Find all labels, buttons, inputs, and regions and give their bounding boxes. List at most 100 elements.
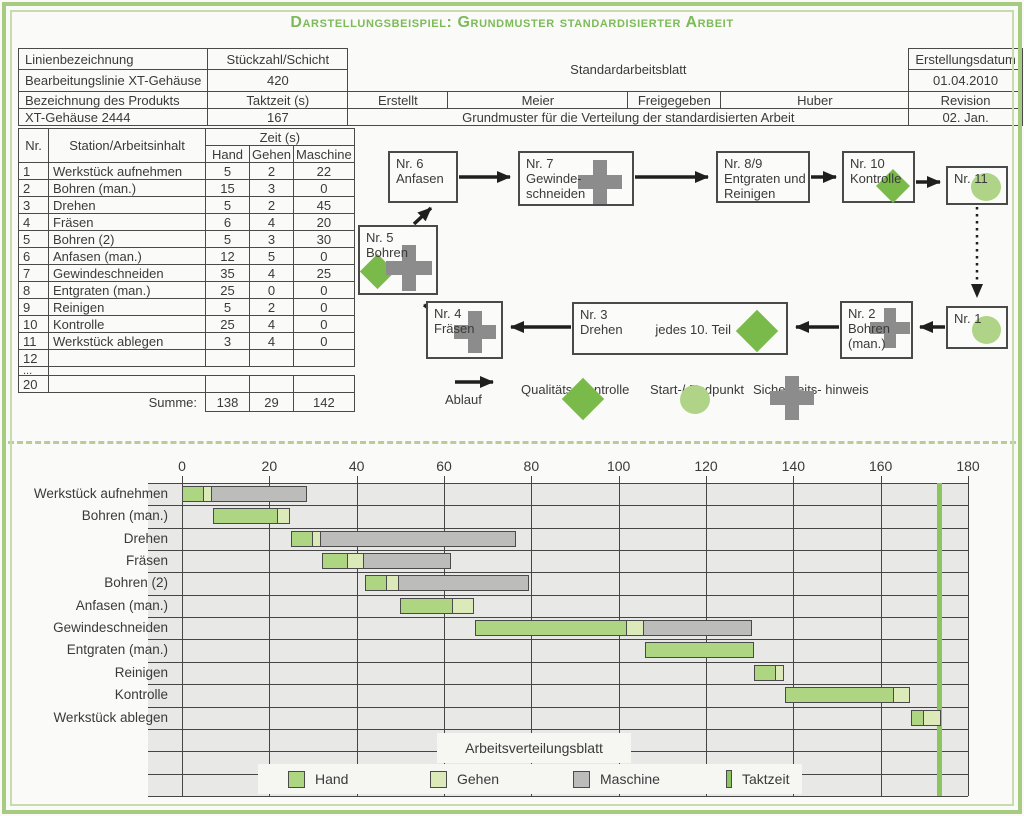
standardarbeitsblatt-title: Standardarbeitsblatt: [347, 48, 910, 92]
axis-tick-label: 160: [868, 458, 893, 474]
legend-item-taktzeit: Taktzeit: [726, 764, 789, 794]
flow-box-nr1: Nr. 1: [946, 306, 1008, 349]
axis-tick: [444, 476, 445, 483]
gehen-swatch: [430, 770, 447, 788]
gehen-segment: [346, 553, 365, 570]
legend-item-maschine: Maschine: [573, 764, 660, 794]
maschine-segment: [210, 486, 307, 502]
grid-vline: [356, 483, 358, 796]
linienbezeichnung-label: Linienbezeichnung: [17, 48, 209, 70]
grid-hline: [148, 684, 968, 686]
safety-icon: [386, 245, 432, 291]
chart-row-label: Werkstück ablegen: [53, 709, 168, 725]
grid-hline: [148, 550, 968, 552]
axis-tick-label: 180: [956, 458, 980, 474]
col-nr: Nr.: [18, 128, 49, 163]
safety-icon: [770, 376, 814, 420]
taktzeit-swatch: [726, 770, 732, 788]
grid-vline: [968, 483, 969, 796]
chart-row-label: Kontrolle: [114, 687, 168, 703]
hand-segment: [754, 664, 776, 681]
axis-tick: [269, 476, 271, 483]
maschine-segment: [398, 575, 530, 592]
gantt-bar: [212, 508, 291, 525]
gantt-bar: [365, 575, 530, 592]
flow-box-nr4: Nr. 4 Fräsen: [426, 301, 503, 359]
table-row: 1 Werkstück aufnehmen 5 2 22: [18, 162, 355, 180]
flow-box-nr11: Nr. 11: [946, 166, 1008, 205]
gantt-bar: [911, 709, 941, 726]
grid-vline: [880, 483, 882, 796]
flow-box-nr7: Nr. 7 Gewinde- schneiden: [518, 151, 634, 206]
chart-row-label: Gewindeschneiden: [53, 620, 168, 636]
table-row: 8 Entgraten (man.) 25 0 0: [18, 281, 355, 299]
gantt-bar: [182, 486, 307, 502]
erstellt-value: Meier: [447, 91, 629, 109]
hand-segment: [182, 486, 204, 502]
chart-row-label: Drehen: [123, 530, 168, 546]
erstellungsdatum-label: Erstellungsdatum: [908, 48, 1023, 70]
legend-item-hand: Hand: [288, 764, 348, 794]
gantt-bar: [321, 553, 451, 570]
grid-hline: [148, 706, 968, 708]
hand-segment: [644, 642, 755, 659]
grundmuster-text: Grundmuster für die Verteilung der stand…: [347, 108, 910, 126]
revision-label: Revision: [908, 91, 1023, 109]
table-row: 10 Kontrolle 25 4 0: [18, 315, 355, 333]
flow-box-nr2: Nr. 2 Bohren (man.): [840, 301, 913, 359]
header-table: Linienbezeichnung Stückzahl/Schicht Stan…: [17, 48, 1023, 126]
chart-legend-title: Arbeitsverteilungsblatt: [437, 733, 631, 763]
gehen-segment: [451, 597, 474, 614]
revision-value: 02. Jan.: [908, 108, 1023, 126]
legend-item-gehen: Gehen: [430, 764, 499, 794]
axis-tick-label: 40: [348, 458, 365, 474]
stueckzahl-label: Stückzahl/Schicht: [207, 48, 349, 70]
col-zeit: Zeit (s): [205, 128, 355, 146]
table-row: 20: [18, 375, 355, 393]
grid-hline: [148, 639, 968, 641]
gantt-bar: [474, 620, 752, 637]
grid-hline: [148, 527, 968, 529]
table-row: 11 Werkstück ablegen 3 4 0: [18, 332, 355, 350]
process-flow-diagram: Nr. 6 Anfasen Nr. 7 Gewinde- schneiden N…: [350, 135, 1022, 435]
maschine-segment: [319, 530, 517, 547]
grid-hline: [148, 728, 968, 730]
safety-icon: [870, 308, 910, 348]
grid-vline: [444, 483, 445, 796]
grid-vline: [269, 483, 271, 796]
axis-tick: [356, 476, 358, 483]
gehen-segment: [626, 620, 644, 637]
flow-note: jedes 10. Teil: [655, 322, 731, 337]
safety-icon: [578, 160, 622, 204]
grid-vline: [531, 483, 533, 796]
hand-segment: [321, 553, 348, 570]
work-distribution-chart: Arbeitsverteilungsblatt Hand Gehen Masch…: [0, 450, 1024, 812]
gehen-segment: [774, 664, 784, 681]
maschine-swatch: [573, 770, 590, 788]
grid-hline: [148, 572, 968, 574]
gantt-bar: [400, 597, 474, 614]
col-maschine: Maschine: [293, 145, 355, 163]
erstellt-label: Erstellt: [347, 91, 449, 109]
axis-tick-label: 100: [606, 458, 631, 474]
axis-tick: [880, 476, 882, 483]
startpoint-icon: [972, 316, 1001, 344]
flow-box-nr3: Nr. 3 Drehen jedes 10. Teil: [572, 302, 788, 355]
grid-hline: [148, 795, 968, 797]
axis-tick: [793, 476, 795, 483]
taktzeit-line: [937, 483, 943, 796]
grid-vline: [793, 483, 795, 796]
hand-swatch: [288, 770, 305, 788]
grid-vline: [182, 483, 183, 796]
axis-tick-label: 120: [694, 458, 718, 474]
hand-segment: [365, 575, 388, 592]
table-row: 9 Reinigen 5 2 0: [18, 298, 355, 316]
table-row: 7 Gewindeschneiden 35 4 25: [18, 264, 355, 282]
grid-hline: [148, 483, 968, 484]
grid-hline: [148, 661, 968, 663]
freigegeben-value: Huber: [720, 91, 910, 109]
axis-tick-label: 140: [781, 458, 806, 474]
maschine-segment: [642, 620, 752, 637]
produkt-value: XT-Gehäuse 2444: [17, 108, 209, 126]
